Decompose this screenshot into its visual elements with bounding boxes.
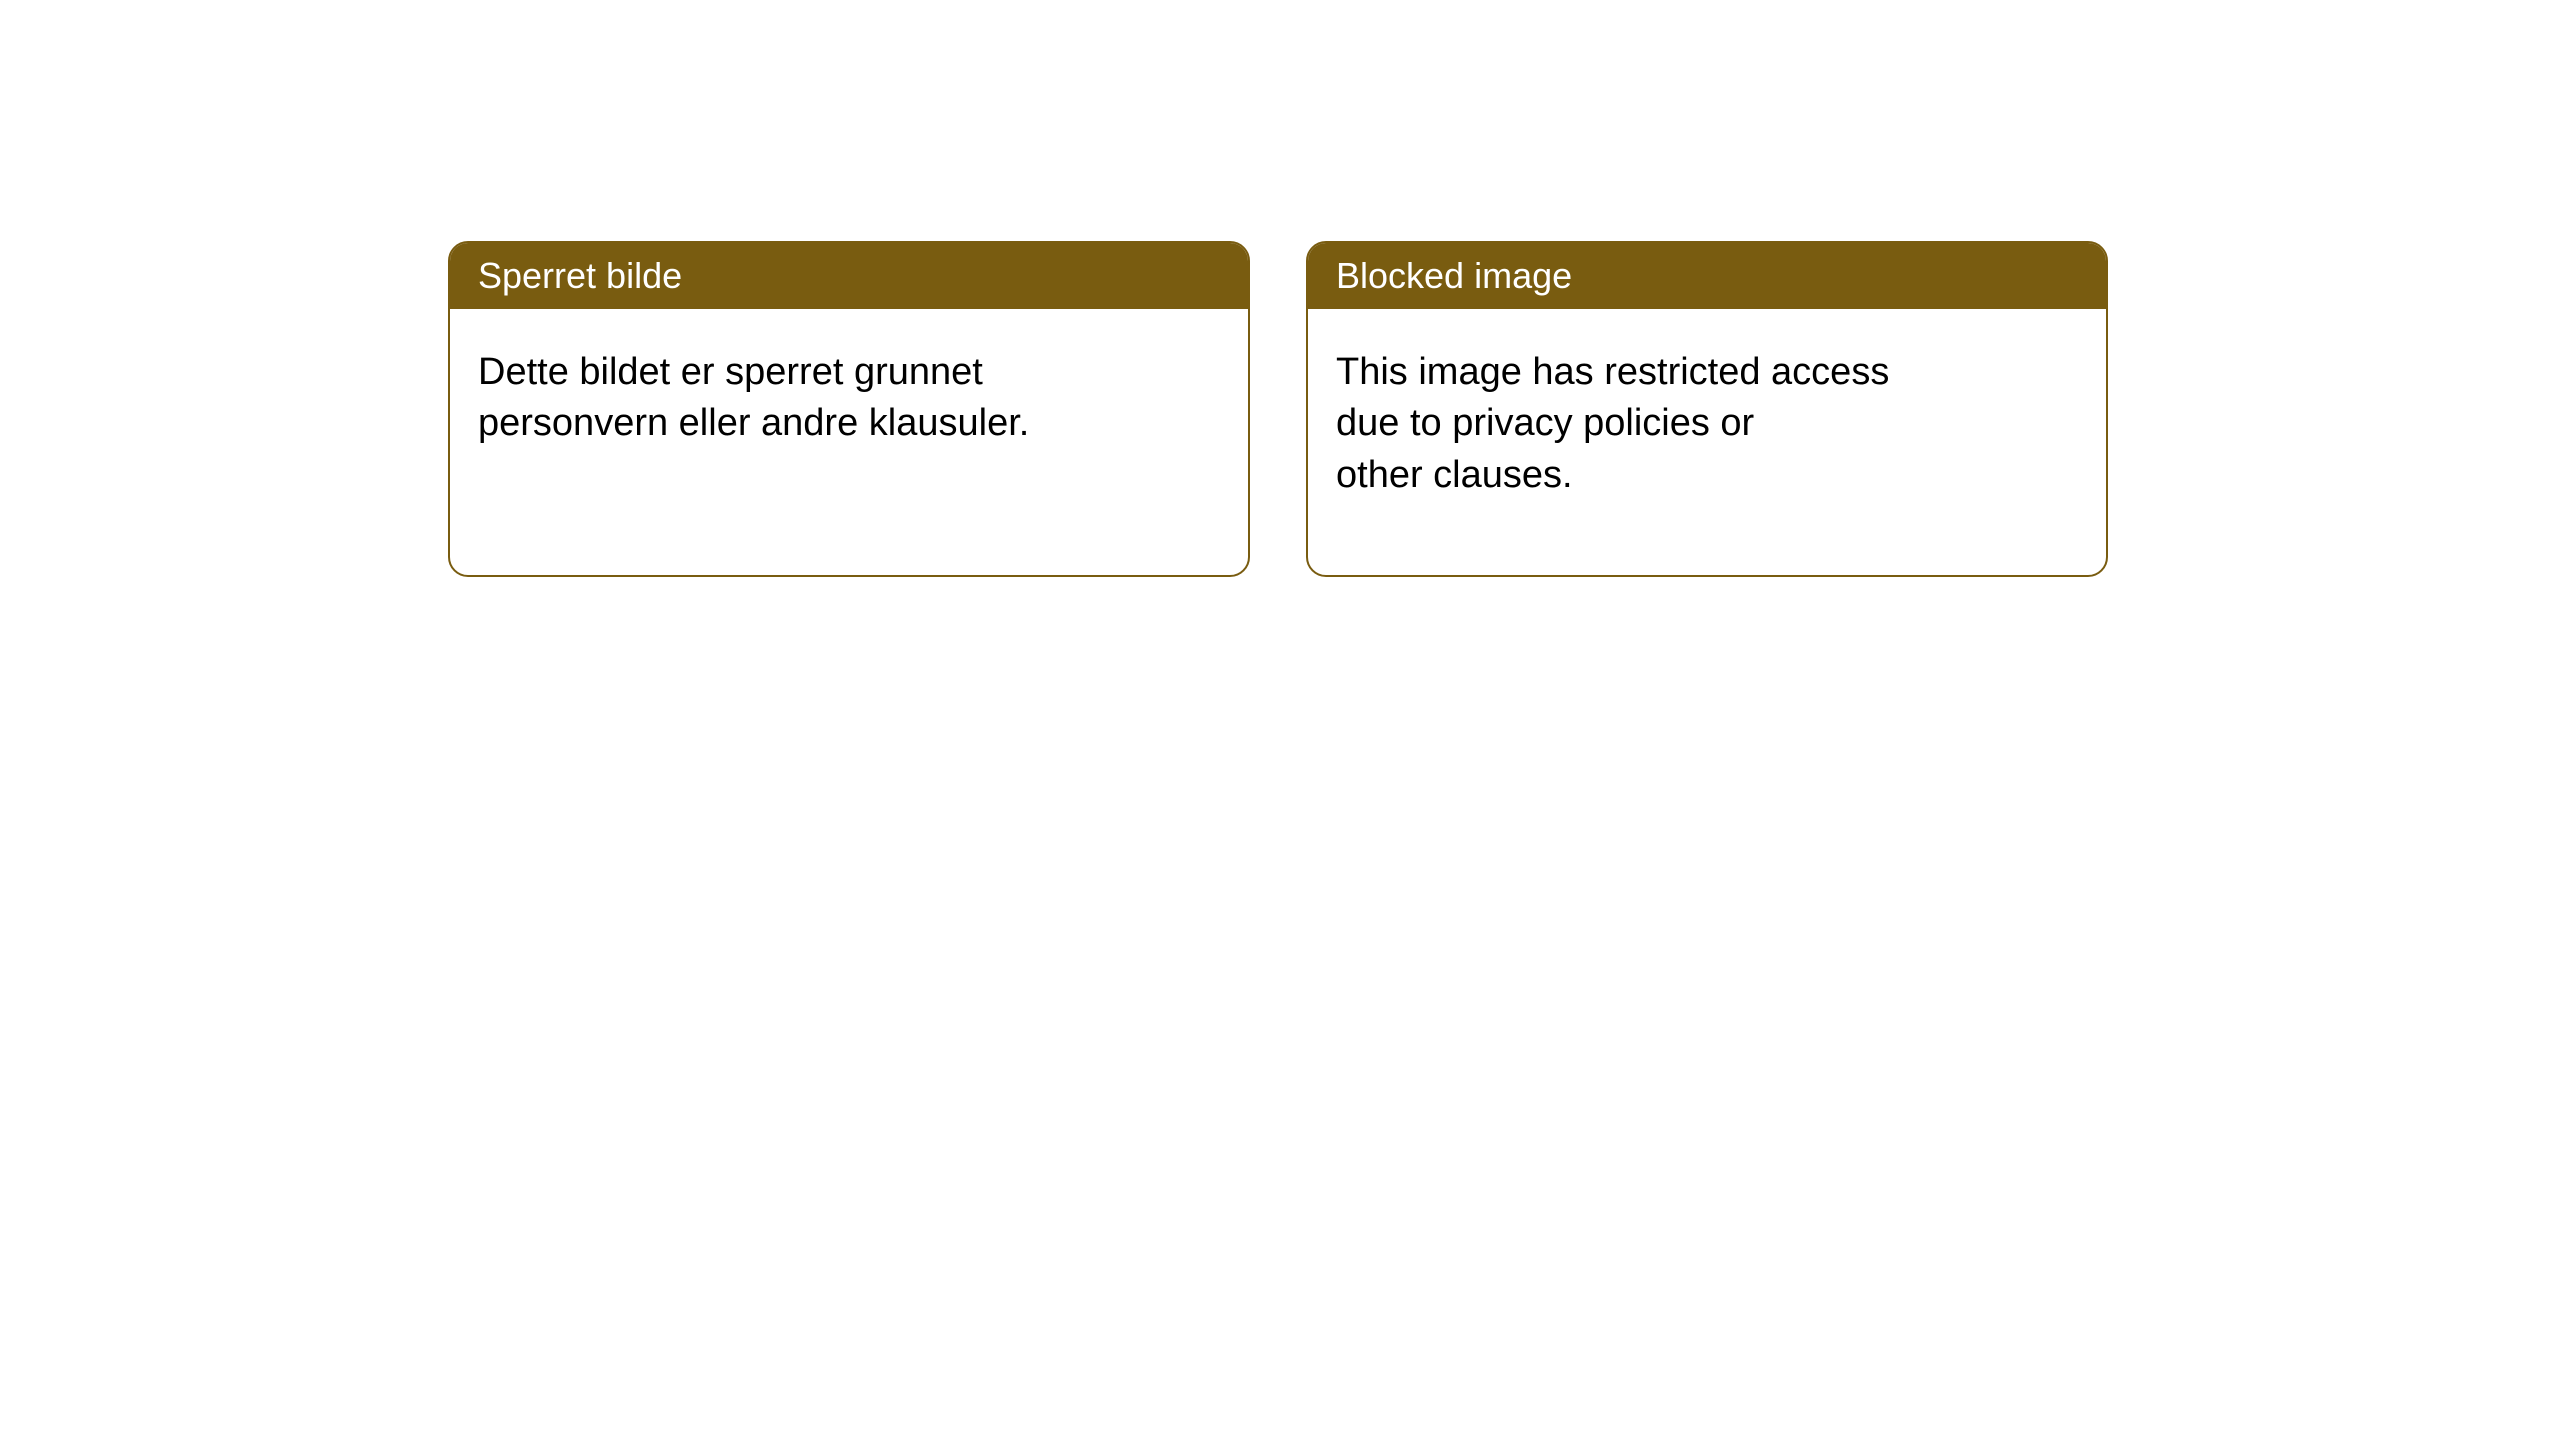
notice-card-english: Blocked image This image has restricted … xyxy=(1306,241,2108,577)
notice-card-norwegian: Sperret bilde Dette bildet er sperret gr… xyxy=(448,241,1250,577)
notice-header: Sperret bilde xyxy=(450,243,1248,309)
notice-body: Dette bildet er sperret grunnet personve… xyxy=(450,309,1248,478)
notices-container: Sperret bilde Dette bildet er sperret gr… xyxy=(448,241,2108,577)
notice-header: Blocked image xyxy=(1308,243,2106,309)
notice-body: This image has restricted access due to … xyxy=(1308,309,2106,529)
